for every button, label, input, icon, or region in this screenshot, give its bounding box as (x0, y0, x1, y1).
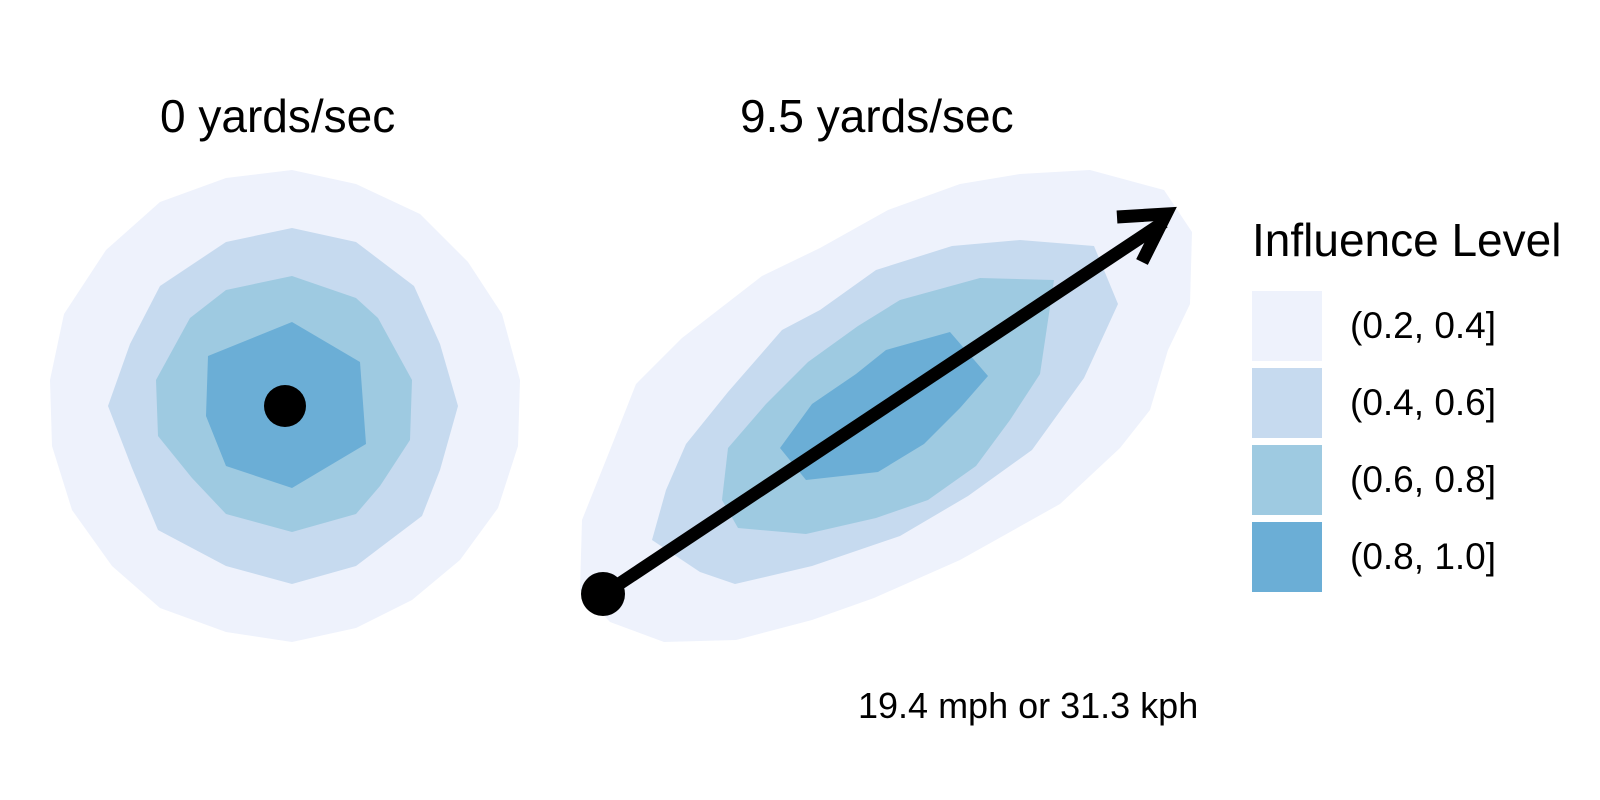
panel-title-stationary: 0 yards/sec (160, 90, 396, 142)
legend-swatch (1252, 291, 1322, 361)
legend-label: (0.6, 0.8] (1350, 459, 1497, 500)
speed-conversion-note: 19.4 mph or 31.3 kph (858, 685, 1199, 726)
direction-arrow-shaft (600, 216, 1168, 600)
legend-label: (0.8, 1.0] (1350, 536, 1497, 577)
player-marker (581, 572, 625, 616)
direction-arrow-icon (1116, 206, 1177, 265)
panel-title-moving: 9.5 yards/sec (740, 90, 1014, 142)
legend-item: (0.8, 1.0] (1252, 521, 1592, 593)
legend-item: (0.2, 0.4] (1252, 290, 1592, 362)
moving-influence (580, 170, 1192, 642)
stationary-influence (50, 170, 520, 642)
legend-item: (0.4, 0.6] (1252, 367, 1592, 439)
legend-item: (0.6, 0.8] (1252, 444, 1592, 516)
legend-label: (0.4, 0.6] (1350, 382, 1497, 423)
legend-label: (0.2, 0.4] (1350, 305, 1497, 346)
legend: Influence Level (0.2, 0.4] (0.4, 0.6] (0… (1252, 212, 1592, 598)
legend-title: Influence Level (1252, 214, 1562, 266)
player-marker (264, 385, 306, 427)
legend-swatch (1252, 368, 1322, 438)
legend-swatch (1252, 445, 1322, 515)
legend-swatch (1252, 522, 1322, 592)
